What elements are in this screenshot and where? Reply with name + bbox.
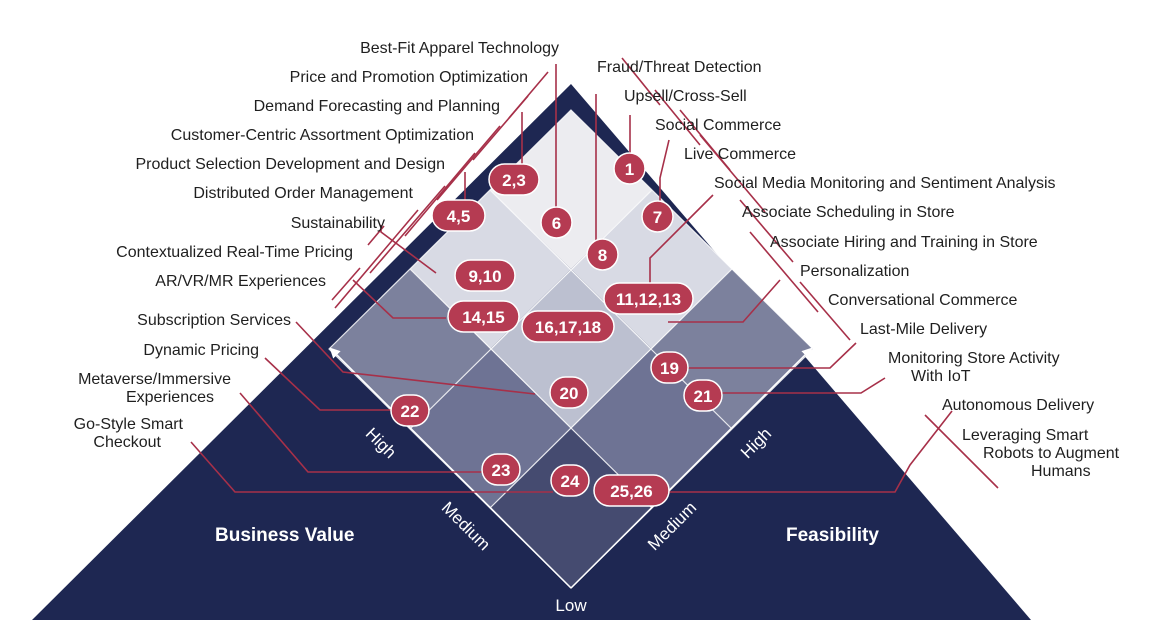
badge-23: 23 [481,453,521,486]
badge-4-5: 4,5 [431,199,486,232]
badge-9-10-text: 9,10 [468,267,501,286]
badge-8: 8 [586,238,619,271]
left-axis-arrow [329,347,572,589]
badge-9-10: 9,10 [454,259,516,292]
label-go-style-line1: Go-Style Smart [74,416,184,433]
low-label: Low [555,596,587,615]
label-personalization: Personalization [800,263,909,280]
label-product-selection: Product Selection Development and Design [135,156,445,173]
label-live-commerce: Live Commerce [684,146,796,163]
label-best-fit-apparel: Best-Fit Apparel Technology [360,40,559,57]
badge-16-17-18: 16,17,18 [521,310,615,343]
label-associate-scheduling: Associate Scheduling in Store [742,204,955,221]
label-smart-robots-line1: Leveraging Smart [962,427,1089,444]
badge-20-text: 20 [560,384,579,403]
badge-24-text: 24 [561,472,580,491]
badge-21: 21 [683,379,723,412]
label-distributed-order: Distributed Order Management [193,185,413,202]
label-subscription-services: Subscription Services [137,312,291,329]
badge-20: 20 [549,376,589,409]
badge-6-text: 6 [552,214,561,233]
badge-11-12-13: 11,12,13 [603,282,694,315]
label-monitoring-store-line2: With IoT [911,368,971,385]
label-go-style-line2: Checkout [93,434,161,451]
badge-2-3-text: 2,3 [502,171,526,190]
label-last-mile: Last-Mile Delivery [860,321,987,338]
badge-7-text: 7 [653,208,662,227]
label-smart-robots-line3: Humans [1031,463,1091,480]
badge-25-26: 25,26 [593,474,670,507]
right-axis-arrow [570,347,813,589]
badge-11-12-13-text: 11,12,13 [616,290,681,309]
badge-23-text: 23 [492,461,511,480]
badge-7: 7 [641,200,674,233]
label-price-promotion: Price and Promotion Optimization [290,69,528,86]
label-contextualized-pricing: Contextualized Real-Time Pricing [116,244,353,261]
label-smart-robots-line2: Robots to Augment [983,445,1120,462]
label-associate-hiring: Associate Hiring and Training in Store [770,234,1038,251]
badge-21-text: 21 [694,387,713,406]
label-social-media-monitoring: Social Media Monitoring and Sentiment An… [714,175,1056,192]
badge-22: 22 [390,394,430,427]
label-metaverse-line1: Metaverse/Immersive [78,371,231,388]
badge-19: 19 [650,351,689,384]
leader-lines [190,57,999,493]
label-social-commerce: Social Commerce [655,117,781,134]
label-sustainability: Sustainability [291,215,385,232]
label-upsell: Upsell/Cross-Sell [624,88,747,105]
badge-8-text: 8 [598,246,607,265]
badge-25-26-text: 25,26 [610,482,653,501]
badge-6: 6 [540,206,573,239]
feasibility-label: Feasibility [786,525,879,546]
label-autonomous-delivery: Autonomous Delivery [942,397,1094,414]
label-demand-forecasting: Demand Forecasting and Planning [254,98,500,115]
badge-22-text: 22 [401,402,420,421]
label-monitoring-store-line1: Monitoring Store Activity [888,350,1060,367]
badge-16-17-18-text: 16,17,18 [535,318,601,337]
label-fraud-detection: Fraud/Threat Detection [597,59,762,76]
badge-24: 24 [550,464,590,497]
badge-4-5-text: 4,5 [447,207,471,226]
label-metaverse-line2: Experiences [126,389,214,406]
badge-1-text: 1 [625,160,634,179]
label-assortment-optimization: Customer-Centric Assortment Optimization [171,127,474,144]
badge-14-15-text: 14,15 [462,308,505,327]
badge-1: 1 [613,152,646,185]
badge-2-3: 2,3 [488,163,540,196]
label-conversational-commerce: Conversational Commerce [828,292,1018,309]
label-dynamic-pricing: Dynamic Pricing [143,342,259,359]
badge-14-15: 14,15 [447,300,520,333]
badge-19-text: 19 [660,359,679,378]
business-value-label: Business Value [215,525,354,546]
label-ar-vr-mr: AR/VR/MR Experiences [155,273,326,290]
